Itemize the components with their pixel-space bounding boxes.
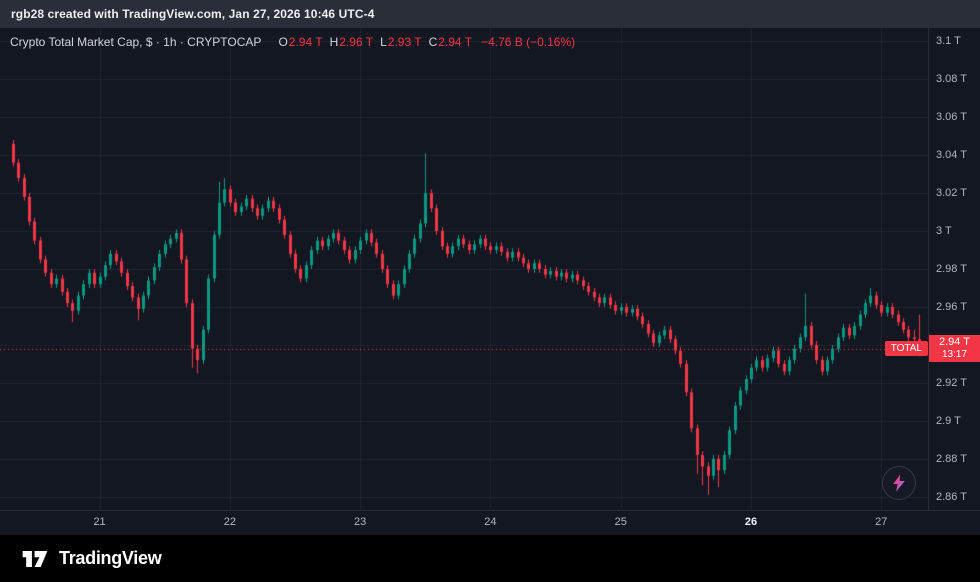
price-tick-label: 3.08 T	[936, 73, 967, 86]
tradingview-brand-link[interactable]: TradingView	[20, 547, 162, 571]
time-tick-label: 22	[223, 516, 236, 528]
price-line-symbol-badge: TOTAL	[884, 340, 928, 356]
price-tick-label: 2.98 T	[936, 263, 967, 275]
price-tick-label: 2.96 T	[936, 300, 967, 313]
time-axis[interactable]: 21 22 23 24 25 26 27	[0, 510, 980, 535]
lightning-button[interactable]	[882, 466, 916, 500]
price-tick-label: 2.9 T	[936, 414, 961, 427]
ohlc-close-label: C	[428, 35, 438, 49]
price-tick-label: 2.86 T	[936, 490, 967, 503]
price-tick-label: 2.88 T	[936, 452, 967, 465]
price-tick-label: 3.02 T	[936, 187, 967, 200]
ohlc-open-value: 2.94 T	[288, 35, 323, 49]
time-tick-label: 27	[875, 516, 888, 528]
ohlc-high-value: 2.96 T	[339, 35, 374, 49]
attribution-bar: rgb28 created with TradingView.com, Jan …	[0, 0, 980, 28]
time-axis-labels: 21 22 23 24 25 26 27	[0, 511, 928, 535]
price-tick-label: 3.1 T	[936, 35, 961, 48]
lightning-icon	[893, 474, 905, 492]
time-tick-label: 23	[354, 516, 367, 528]
price-axis[interactable]: 2.94 T 13:17 3.1 T 3.08 T 3.06 T 3.04 T 3.02…	[928, 28, 980, 510]
ohlc-low-label: L	[380, 35, 387, 49]
ohlc-high-label: H	[329, 35, 339, 49]
ohlc-close-value: 2.94 T	[438, 35, 473, 49]
time-tick-label: 25	[614, 516, 627, 528]
price-tick-label: 2.92 T	[936, 376, 967, 389]
brand-wordmark: TradingView	[59, 548, 162, 568]
last-price-value: 2.94 T	[939, 335, 970, 348]
brand-footer: TradingView	[0, 535, 980, 582]
price-tick-label: 3 T	[936, 225, 952, 238]
chart-region: Crypto Total Market Cap, $ · 1h · CRYPTO…	[0, 28, 980, 510]
ohlc-open-label: O	[278, 35, 288, 49]
price-tick-label: 3.04 T	[936, 149, 967, 162]
bar-countdown: 13:17	[941, 348, 968, 360]
change-value: −4.76 B (−0.16%)	[481, 35, 576, 49]
time-tick-label: 21	[93, 516, 106, 528]
chart-plot-area: Crypto Total Market Cap, $ · 1h · CRYPTO…	[0, 28, 928, 510]
last-price-badge: 2.94 T 13:17	[929, 334, 980, 362]
price-tick-label: 3.06 T	[936, 111, 967, 124]
time-tick-label: 24	[484, 516, 497, 528]
time-tick-label: 26	[744, 516, 758, 528]
tradingview-logo-icon	[22, 550, 48, 567]
attribution-text: rgb28 created with TradingView.com, Jan …	[11, 7, 375, 21]
candlestick-canvas[interactable]	[0, 28, 928, 510]
symbol-title[interactable]: Crypto Total Market Cap, $ · 1h · CRYPTO…	[10, 35, 262, 49]
chart-legend: Crypto Total Market Cap, $ · 1h · CRYPTO…	[10, 35, 575, 49]
ohlc-low-value: 2.93 T	[387, 35, 422, 49]
